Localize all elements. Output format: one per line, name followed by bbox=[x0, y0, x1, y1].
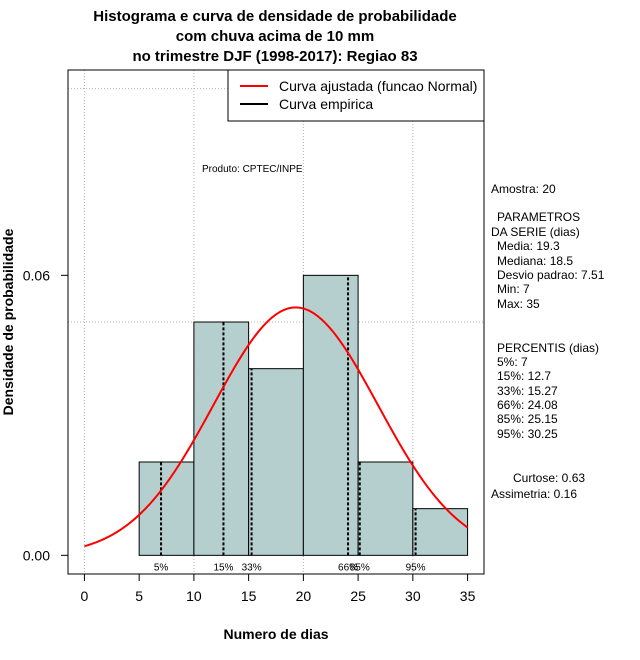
y-axis: 0.00 0.06 bbox=[23, 267, 69, 563]
stat-line: DA SERIE (dias) bbox=[491, 225, 580, 239]
chart-title-line-3: no trimestre DJF (1998-2017): Regiao 83 bbox=[132, 48, 417, 65]
chart-title-line-2: com chuva acima de 10 mm bbox=[176, 28, 374, 45]
stat-line: Min: 7 bbox=[497, 282, 530, 296]
chart-title-line-1: Histograma e curva de densidade de proba… bbox=[93, 8, 456, 25]
stat-line: PERCENTIS (dias) bbox=[497, 341, 599, 355]
percentile-label: 5% bbox=[154, 562, 169, 573]
histogram-bar bbox=[138, 461, 195, 556]
stat-line: 85%: 25.15 bbox=[497, 412, 558, 426]
stat-line: 5%: 7 bbox=[497, 355, 528, 369]
product-label: Produto: CPTEC/INPE bbox=[202, 164, 303, 175]
normal-curve-line bbox=[84, 306, 469, 548]
x-tick-label: 0 bbox=[81, 588, 89, 604]
stat-line: 95%: 30.25 bbox=[497, 427, 558, 441]
histogram-bar bbox=[412, 508, 469, 556]
stat-line: Desvio padrao: 7.51 bbox=[497, 268, 605, 282]
x-tick-label: 5 bbox=[135, 588, 143, 604]
histogram-bar bbox=[357, 461, 414, 556]
x-tick-label: 25 bbox=[350, 588, 366, 604]
x-axis-title: Numero de dias bbox=[223, 626, 328, 642]
y-axis-title: Densidade de probabilidade bbox=[0, 228, 16, 415]
x-tick-label: 15 bbox=[241, 588, 257, 604]
stat-line: Assimetria: 0.16 bbox=[491, 487, 577, 501]
histogram-bar bbox=[302, 274, 359, 556]
legend-box bbox=[227, 69, 485, 122]
y-tick-label: 0.00 bbox=[23, 547, 50, 563]
histogram-bars bbox=[138, 274, 469, 556]
histogram-bar bbox=[248, 368, 304, 556]
stat-line: Media: 19.3 bbox=[497, 239, 560, 253]
percentile-label: 66% bbox=[338, 562, 358, 573]
stat-line: 33%: 15.27 bbox=[497, 384, 558, 398]
stat-line: Curtose: 0.63 bbox=[513, 471, 585, 485]
chart-title: Histograma e curva de densidade de proba… bbox=[93, 8, 456, 65]
legend-label-normal: Curva ajustada (funcao Normal) bbox=[279, 78, 477, 94]
x-tick-label: 20 bbox=[296, 588, 312, 604]
percentile-label: 95% bbox=[406, 562, 426, 573]
stat-line: Max: 35 bbox=[497, 297, 540, 311]
stat-line: 15%: 12.7 bbox=[497, 369, 551, 383]
x-tick-label: 35 bbox=[460, 588, 476, 604]
percentile-lines bbox=[160, 275, 417, 556]
percentile-label: 85% bbox=[350, 562, 370, 573]
legend-label-empirical: Curva empirica bbox=[279, 96, 373, 112]
x-axis: 0 5 10 15 20 25 30 35 bbox=[81, 573, 476, 604]
x-tick-label: 30 bbox=[405, 588, 421, 604]
percentile-labels: 5% 15% 33% 66%85% 95% bbox=[154, 562, 426, 573]
percentile-label: 15% bbox=[213, 562, 233, 573]
x-tick-label: 10 bbox=[186, 588, 202, 604]
stat-line: PARAMETROS bbox=[497, 210, 580, 224]
stat-line: Amostra: 20 bbox=[491, 182, 556, 196]
stat-line: 66%: 24.08 bbox=[497, 398, 558, 412]
percentile-label: 33% bbox=[242, 562, 262, 573]
legend: Curva ajustada (funcao Normal) Curva emp… bbox=[227, 69, 485, 122]
y-tick-label: 0.06 bbox=[23, 267, 50, 283]
stat-line: Mediana: 18.5 bbox=[497, 254, 573, 268]
